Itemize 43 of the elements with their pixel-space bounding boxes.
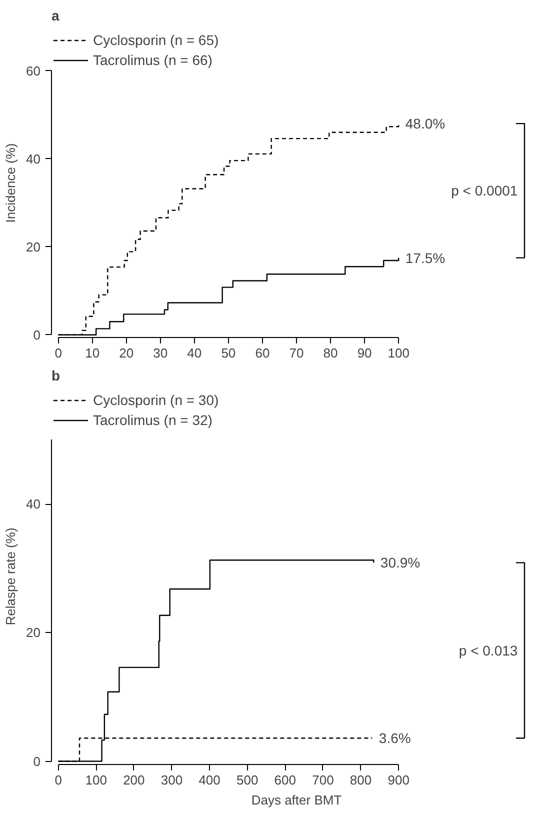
x-tick-label: 30	[153, 346, 168, 360]
y-tick-label: 60	[26, 63, 41, 78]
x-tick-label: 300	[160, 772, 183, 788]
annotation: 17.5%	[405, 250, 446, 266]
y-axis-title: Incidence (%)	[3, 143, 18, 223]
x-tick-label: 500	[236, 772, 258, 788]
chart-title: a	[52, 8, 60, 24]
y-tick-label: 40	[26, 496, 41, 512]
x-tick-label: 900	[388, 772, 410, 788]
x-axis-title: Days after BMT	[251, 792, 342, 808]
x-tick-label: 700	[312, 772, 334, 788]
legend-label: Cyclosporin (n = 30)	[93, 392, 219, 408]
legend-label: Tacrolimus (n = 32)	[93, 412, 212, 428]
annotation: 48.0%	[405, 116, 446, 132]
chart-title: b	[52, 368, 60, 384]
text: p < 0.013	[458, 642, 518, 658]
x-tick-label: 90	[357, 346, 372, 360]
y-tick-label: 0	[33, 754, 41, 769]
y-tick-label: 0	[33, 327, 41, 342]
x-tick-label: 100	[85, 772, 107, 788]
legend-label: Cyclosporin (n = 65)	[93, 32, 219, 48]
x-tick-label: 50	[221, 346, 236, 360]
x-tick-label: 600	[274, 772, 296, 788]
x-tick-label: 10	[85, 346, 100, 360]
x-tick-label: 40	[187, 346, 202, 360]
x-tick-label: 20	[119, 346, 134, 360]
annotation: 3.6%	[378, 730, 411, 746]
y-axis-title: Relaspe rate (%)	[3, 528, 18, 626]
x-tick-label: 70	[289, 346, 304, 360]
x-tick-label: 0	[54, 772, 62, 788]
x-tick-label: 100	[388, 346, 410, 360]
x-tick-label: 80	[323, 346, 338, 360]
x-tick-label: 60	[255, 346, 270, 360]
y-tick-label: 20	[26, 625, 41, 640]
legend-label: Tacrolimus (n = 66)	[93, 52, 212, 68]
y-tick-label: 20	[26, 239, 41, 254]
annotation: 30.9%	[380, 554, 420, 571]
x-tick-label: 800	[350, 772, 372, 788]
x-tick-label: 200	[123, 772, 145, 788]
y-tick-label: 40	[26, 151, 41, 166]
text: p < 0.0001	[451, 182, 518, 199]
x-tick-label: 400	[198, 772, 220, 788]
x-tick-label: 0	[54, 346, 62, 360]
